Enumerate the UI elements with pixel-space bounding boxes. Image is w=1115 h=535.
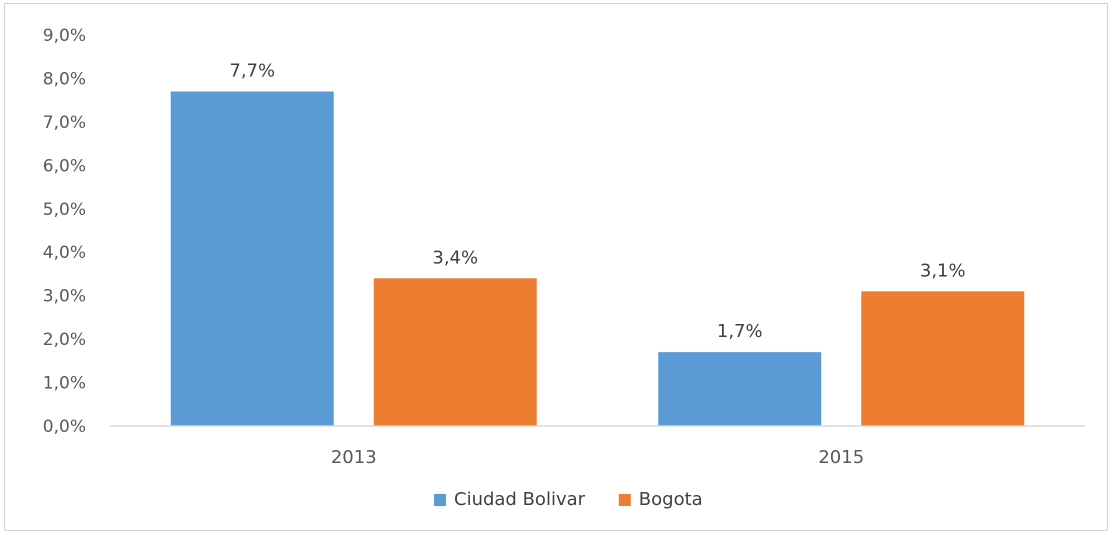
data-label: 7,7% bbox=[229, 60, 275, 81]
y-tick-label: 3,0% bbox=[43, 287, 86, 307]
legend-label: Bogota bbox=[639, 489, 703, 510]
y-tick-label: 7,0% bbox=[43, 113, 86, 133]
data-label: 3,4% bbox=[432, 247, 478, 268]
bar-ciudad-bolivar-2015 bbox=[658, 352, 822, 426]
legend-label: Ciudad Bolivar bbox=[454, 489, 586, 510]
y-tick-label: 5,0% bbox=[43, 200, 86, 220]
data-labels: 7,7% 3,4% 1,7% 3,1% bbox=[229, 60, 965, 342]
bar-ciudad-bolivar-2013 bbox=[170, 91, 334, 426]
y-tick-label: 8,0% bbox=[43, 69, 86, 89]
y-tick-label: 9,0% bbox=[43, 26, 86, 46]
y-tick-label: 1,0% bbox=[43, 374, 86, 394]
x-category-label: 2015 bbox=[818, 447, 864, 468]
y-tick-label: 4,0% bbox=[43, 243, 86, 263]
legend: Ciudad Bolivar Bogota bbox=[434, 489, 703, 510]
bar-bogota-2013 bbox=[373, 278, 537, 426]
y-tick-label: 0,0% bbox=[43, 417, 86, 437]
y-axis: 0,0% 1,0% 2,0% 3,0% 4,0% 5,0% 6,0% 7,0% 8,0% 9,0% bbox=[43, 26, 86, 437]
y-tick-label: 2,0% bbox=[43, 330, 86, 350]
legend-swatch-ciudad-bolivar bbox=[434, 494, 446, 506]
y-tick-label: 6,0% bbox=[43, 156, 86, 176]
bars bbox=[170, 91, 1025, 426]
x-category-label: 2013 bbox=[331, 447, 377, 468]
x-axis: 2013 2015 bbox=[331, 447, 864, 468]
bar-bogota-2015 bbox=[861, 291, 1025, 426]
legend-swatch-bogota bbox=[618, 494, 631, 506]
data-label: 3,1% bbox=[920, 260, 966, 281]
data-label: 1,7% bbox=[717, 321, 763, 342]
